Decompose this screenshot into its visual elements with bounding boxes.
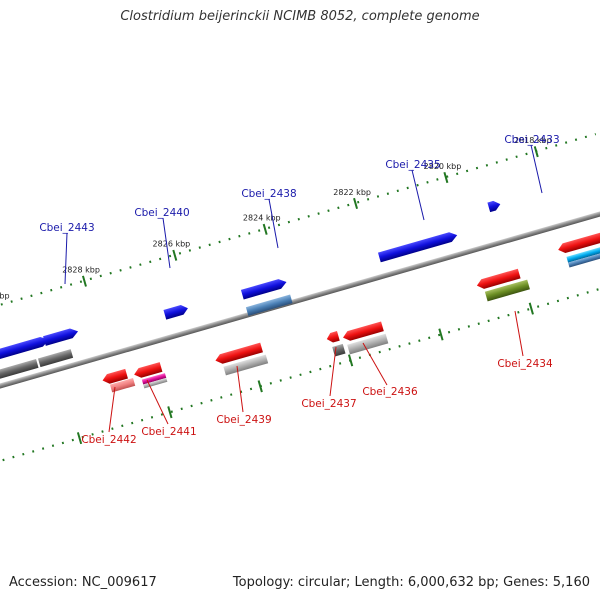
major-tick: [172, 249, 178, 261]
map-title: Clostridium beijerinckii NCIMB 8052, com…: [120, 9, 480, 24]
gene-label-cbei-2441[interactable]: Cbei_2441: [141, 426, 196, 438]
ruler-label: 2826 kbp: [153, 240, 191, 249]
lower-tick-track: [2, 277, 600, 462]
gene-cbei-2441[interactable]: [133, 362, 163, 379]
ruler-label: 2830 kbp: [0, 291, 10, 300]
leader-cbei-2437: [329, 346, 337, 397]
ruler-label: 2818 kbp: [514, 136, 552, 145]
feature-bar[interactable]: [566, 239, 600, 263]
gene-label-cbei-2442[interactable]: Cbei_2442: [81, 434, 136, 446]
ruler-label: 2822 kbp: [333, 188, 371, 197]
leader-cbei-2439: [236, 365, 244, 413]
major-tick: [262, 223, 268, 235]
ruler-labels: 2830 kbp 2828 kbp 2826 kbp 2824 kbp 2822…: [0, 136, 552, 300]
gene-cbei-2443[interactable]: [0, 335, 51, 364]
ruler-label: 2820 kbp: [424, 162, 462, 171]
feature-bar[interactable]: [0, 359, 39, 382]
dna-backbone: [0, 203, 600, 397]
major-tick: [443, 171, 449, 184]
feature-bar[interactable]: [568, 245, 600, 268]
gene-cbei-2436[interactable]: [342, 321, 384, 342]
leader-cbei-2436: [362, 342, 388, 386]
gene-cbei-2438[interactable]: [240, 277, 288, 300]
upper-tick-track: [0, 133, 597, 318]
label-leaders: [64, 144, 543, 433]
major-tick: [257, 380, 263, 393]
major-tick: [533, 146, 539, 158]
gene-cbei-2442[interactable]: [101, 368, 128, 386]
gene-forward[interactable]: [43, 327, 79, 346]
feature-bars: [0, 239, 600, 393]
gene-label-cbei-2437[interactable]: Cbei_2437: [301, 398, 356, 410]
genome-summary-text: Topology: circular; Length: 6,000,632 bp…: [232, 575, 590, 590]
gene-cbei-2439[interactable]: [214, 342, 263, 366]
leader-cbei-2443: [64, 232, 68, 285]
ruler-label: 2828 kbp: [62, 265, 100, 274]
leader-cbei-2438: [268, 198, 279, 249]
major-tick: [347, 354, 354, 367]
gene-cbei-2433[interactable]: [487, 199, 501, 213]
gene-label-cbei-2435[interactable]: Cbei_2435: [385, 159, 440, 171]
major-tick: [76, 432, 83, 445]
feature-bar[interactable]: [223, 354, 269, 376]
gene-labels-top: Cbei_2443 Cbei_2440 Cbei_2438 Cbei_2435 …: [39, 134, 559, 234]
genome-track: 2830 kbp 2828 kbp 2826 kbp 2824 kbp 2822…: [0, 133, 600, 462]
leader-cbei-2441: [146, 379, 169, 425]
feature-bar[interactable]: [484, 279, 530, 302]
major-tick: [81, 275, 87, 287]
major-tick: [528, 302, 534, 315]
gene-label-cbei-2443[interactable]: Cbei_2443: [39, 222, 94, 234]
reverse-genes: [101, 226, 600, 386]
gene-cbei-2437[interactable]: [325, 331, 340, 344]
major-tick: [167, 406, 173, 419]
gene-label-cbei-2439[interactable]: Cbei_2439: [216, 414, 271, 426]
gene-reverse[interactable]: [557, 226, 600, 254]
gene-label-cbei-2434[interactable]: Cbei_2434: [497, 358, 553, 370]
major-tick: [353, 197, 359, 210]
feature-bar[interactable]: [347, 333, 389, 355]
forward-genes: [0, 199, 501, 364]
gene-cbei-2440[interactable]: [163, 303, 189, 320]
feature-bar[interactable]: [37, 349, 74, 368]
gene-labels-bottom: Cbei_2442 Cbei_2441 Cbei_2439 Cbei_2437 …: [81, 358, 553, 446]
gene-cbei-2435[interactable]: [377, 230, 459, 263]
gene-label-cbei-2438[interactable]: Cbei_2438: [241, 188, 296, 200]
leader-cbei-2442: [108, 386, 116, 433]
accession-text: Accession: NC_009617: [9, 575, 157, 590]
gene-label-cbei-2433[interactable]: Cbei_2433: [504, 134, 559, 146]
leader-cbei-2433: [530, 144, 543, 194]
gene-label-cbei-2436[interactable]: Cbei_2436: [362, 386, 418, 398]
gene-label-cbei-2440[interactable]: Cbei_2440: [134, 207, 189, 219]
leader-cbei-2435: [411, 169, 425, 221]
feature-bar[interactable]: [109, 378, 136, 393]
feature-bar[interactable]: [332, 343, 346, 357]
ruler-label: 2824 kbp: [243, 214, 281, 223]
major-tick: [438, 328, 444, 341]
gene-cbei-2434[interactable]: [476, 268, 521, 291]
leader-cbei-2440: [162, 217, 171, 269]
leader-cbei-2434: [514, 310, 524, 357]
feature-bar[interactable]: [245, 294, 293, 316]
